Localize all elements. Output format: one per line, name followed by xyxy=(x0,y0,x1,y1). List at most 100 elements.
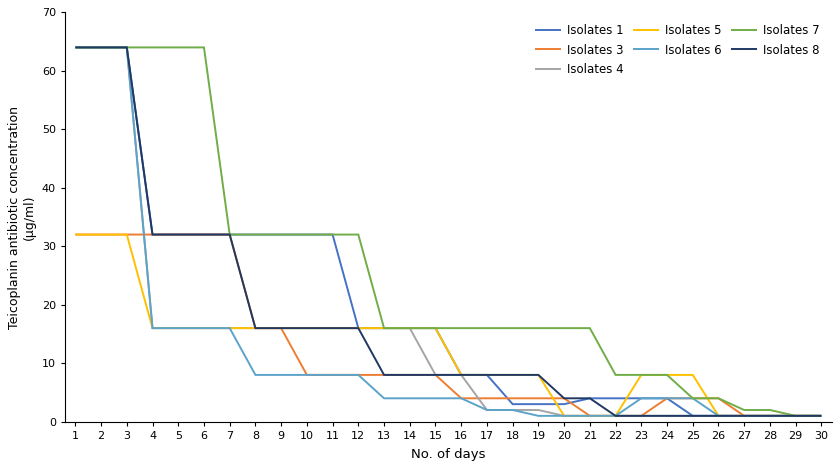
Isolates 4 xyxy=(482,407,492,413)
Isolates 7 xyxy=(765,407,775,413)
Isolates 6 xyxy=(250,372,260,378)
Isolates 7 xyxy=(354,232,364,237)
Isolates 7 xyxy=(96,45,106,50)
Isolates 8 xyxy=(250,325,260,331)
Isolates 7 xyxy=(688,395,698,401)
Isolates 5 xyxy=(96,232,106,237)
Isolates 6 xyxy=(713,413,723,419)
Isolates 8 xyxy=(71,45,81,50)
Isolates 6 xyxy=(507,407,517,413)
Isolates 7 xyxy=(507,325,517,331)
Isolates 7 xyxy=(456,325,466,331)
Isolates 5 xyxy=(816,413,827,419)
Isolates 1 xyxy=(765,413,775,419)
Isolates 8 xyxy=(328,325,338,331)
Isolates 7 xyxy=(816,413,827,419)
Isolates 3 xyxy=(430,372,440,378)
Isolates 7 xyxy=(224,232,234,237)
Isolates 8 xyxy=(199,232,209,237)
Isolates 5 xyxy=(507,372,517,378)
Line: Isolates 6: Isolates 6 xyxy=(76,47,822,416)
Isolates 5 xyxy=(739,413,749,419)
Isolates 6 xyxy=(379,395,389,401)
Isolates 7 xyxy=(559,325,570,331)
Isolates 7 xyxy=(328,232,338,237)
Isolates 5 xyxy=(662,372,672,378)
Isolates 8 xyxy=(302,325,312,331)
Isolates 5 xyxy=(688,372,698,378)
Isolates 1 xyxy=(533,401,543,407)
Isolates 1 xyxy=(405,325,415,331)
Isolates 1 xyxy=(379,325,389,331)
Isolates 3 xyxy=(482,395,492,401)
Isolates 5 xyxy=(199,325,209,331)
Isolates 6 xyxy=(96,45,106,50)
Isolates 4 xyxy=(456,372,466,378)
Isolates 8 xyxy=(816,413,827,419)
Isolates 4 xyxy=(739,413,749,419)
Isolates 3 xyxy=(122,232,132,237)
Isolates 6 xyxy=(354,372,364,378)
Isolates 5 xyxy=(456,372,466,378)
Isolates 5 xyxy=(328,325,338,331)
Isolates 5 xyxy=(533,372,543,378)
Line: Isolates 3: Isolates 3 xyxy=(76,234,822,416)
Isolates 5 xyxy=(585,413,595,419)
Isolates 7 xyxy=(122,45,132,50)
Isolates 8 xyxy=(96,45,106,50)
Isolates 8 xyxy=(533,372,543,378)
Isolates 1 xyxy=(713,413,723,419)
Isolates 5 xyxy=(713,413,723,419)
Isolates 6 xyxy=(199,325,209,331)
Isolates 5 xyxy=(173,325,183,331)
Isolates 1 xyxy=(688,413,698,419)
Isolates 4 xyxy=(662,413,672,419)
Isolates 5 xyxy=(430,325,440,331)
Isolates 3 xyxy=(559,395,570,401)
Isolates 6 xyxy=(482,407,492,413)
Isolates 4 xyxy=(148,325,158,331)
Line: Isolates 4: Isolates 4 xyxy=(76,47,822,416)
Isolates 7 xyxy=(173,45,183,50)
Isolates 7 xyxy=(250,232,260,237)
Isolates 7 xyxy=(199,45,209,50)
Isolates 8 xyxy=(559,395,570,401)
Isolates 8 xyxy=(173,232,183,237)
Isolates 6 xyxy=(765,413,775,419)
Isolates 5 xyxy=(611,413,621,419)
Isolates 8 xyxy=(430,372,440,378)
Isolates 6 xyxy=(430,395,440,401)
Isolates 3 xyxy=(379,372,389,378)
Isolates 7 xyxy=(148,45,158,50)
Isolates 7 xyxy=(302,232,312,237)
Isolates 6 xyxy=(688,395,698,401)
Line: Isolates 1: Isolates 1 xyxy=(76,47,822,416)
Isolates 1 xyxy=(354,325,364,331)
Isolates 6 xyxy=(405,395,415,401)
Isolates 3 xyxy=(456,395,466,401)
Isolates 3 xyxy=(250,325,260,331)
Isolates 6 xyxy=(611,413,621,419)
Isolates 7 xyxy=(405,325,415,331)
Isolates 5 xyxy=(224,325,234,331)
Isolates 6 xyxy=(224,325,234,331)
Isolates 3 xyxy=(405,372,415,378)
Isolates 3 xyxy=(739,413,749,419)
Isolates 7 xyxy=(739,407,749,413)
Isolates 4 xyxy=(507,407,517,413)
Isolates 5 xyxy=(302,325,312,331)
Isolates 7 xyxy=(585,325,595,331)
Isolates 8 xyxy=(405,372,415,378)
Isolates 4 xyxy=(636,413,646,419)
Isolates 1 xyxy=(328,232,338,237)
Isolates 3 xyxy=(507,395,517,401)
Isolates 1 xyxy=(662,395,672,401)
Isolates 5 xyxy=(354,325,364,331)
Isolates 5 xyxy=(559,413,570,419)
Isolates 3 xyxy=(148,232,158,237)
Isolates 7 xyxy=(713,395,723,401)
Isolates 4 xyxy=(96,45,106,50)
Isolates 6 xyxy=(559,413,570,419)
Isolates 3 xyxy=(688,395,698,401)
Isolates 1 xyxy=(122,45,132,50)
